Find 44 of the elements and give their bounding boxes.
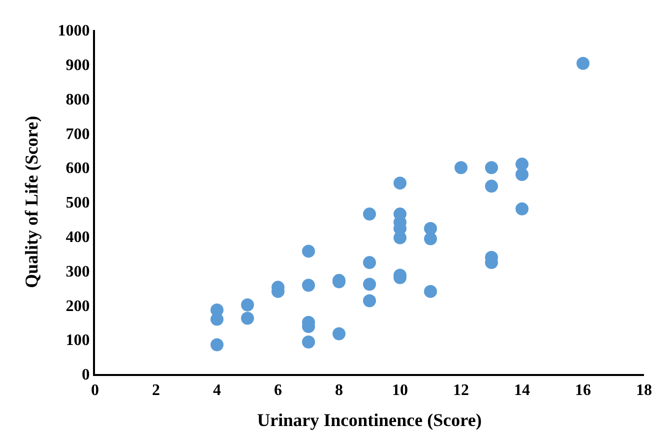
point — [424, 284, 437, 298]
point — [210, 312, 224, 326]
x-tick-label: 18 — [636, 382, 652, 400]
x-tick-label: 12 — [453, 382, 469, 400]
point — [485, 161, 498, 174]
point — [332, 327, 346, 340]
y-tick-label: 0 — [82, 366, 90, 384]
point — [363, 294, 376, 308]
point — [454, 161, 468, 174]
point — [516, 202, 528, 216]
point — [363, 208, 376, 221]
x-tick-label: 4 — [213, 382, 221, 400]
point — [485, 180, 498, 193]
point — [363, 278, 376, 291]
x-axis-title: Urinary Incontinence (Score) — [257, 410, 482, 430]
point — [241, 298, 254, 312]
point — [302, 278, 315, 292]
point — [241, 312, 254, 325]
y-tick-label: 400 — [66, 229, 90, 246]
y-tick-label: 100 — [66, 332, 90, 350]
y-tick-label: 700 — [66, 126, 90, 143]
y-tick-label: 300 — [66, 263, 90, 280]
y-tick-label: 900 — [66, 57, 90, 74]
x-tick-label: 14 — [514, 382, 530, 400]
y-tick-label: 800 — [66, 91, 90, 108]
x-tick-label: 10 — [392, 382, 408, 400]
point — [302, 336, 315, 349]
point — [210, 338, 224, 352]
point — [302, 244, 315, 258]
y-tick-label: 500 — [66, 194, 90, 212]
x-tick-label: 6 — [274, 382, 282, 400]
point — [363, 256, 376, 270]
point — [394, 176, 406, 190]
point — [424, 232, 437, 246]
x-tick-label: 16 — [575, 382, 591, 400]
y-tick-label: 600 — [66, 160, 90, 178]
point — [516, 168, 528, 181]
point — [394, 231, 406, 244]
x-tick-label: 2 — [152, 382, 160, 400]
y-axis-title: Quality of Life (Score) — [22, 116, 42, 288]
y-tick-label: 1000 — [58, 22, 90, 40]
x-tick-label: 8 — [335, 382, 343, 400]
point — [576, 56, 590, 70]
y-tick-label: 200 — [66, 298, 90, 315]
